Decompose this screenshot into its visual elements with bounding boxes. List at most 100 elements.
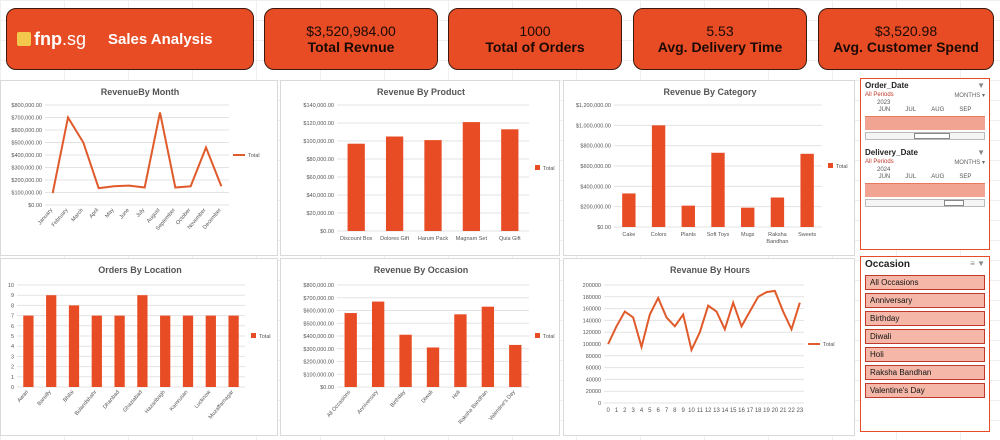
x-tick-label: 7	[665, 408, 669, 414]
chart-revenue-by-hours[interactable]: Revanue By Hours 0 20000 40000 60000 80000 100…	[563, 258, 855, 436]
chart-revenue-by-month[interactable]: RevenueBy Month $0.00 $100,000.00 $200,000.…	[0, 80, 278, 256]
y-tick-label: 140000	[583, 318, 601, 324]
x-tick-label: March	[70, 207, 84, 223]
scrollbar-thumb[interactable]	[914, 133, 950, 139]
x-tick-label: 12	[705, 408, 712, 414]
kpi-value: 1000	[519, 23, 551, 39]
multi-select-and-clear-filter-icons[interactable]: ≡ ▼	[970, 259, 985, 268]
bar	[651, 125, 666, 227]
y-tick-label: 9	[11, 293, 14, 299]
slicer-title: Occasion	[865, 259, 911, 270]
y-tick-label: 2	[11, 365, 14, 371]
chart-svg: Revenue By Category $0.00 $200,000.00 $400,…	[576, 87, 848, 245]
legend-label: Total	[836, 164, 848, 170]
clear-filter-icon[interactable]: ▼	[977, 81, 985, 90]
legend-label: Total	[543, 334, 555, 340]
x-tick-label: Dolores Gift	[380, 236, 410, 242]
legend-label: Total	[259, 334, 271, 340]
timeline-month: SEP	[959, 107, 972, 113]
chart-revenue-by-category[interactable]: Revenue By Category $0.00 $200,000.00 $400,…	[563, 80, 855, 256]
occasion-item-valentines-day[interactable]: Valentine's Day	[865, 383, 985, 398]
timeline-months: JUN JUL AUG SEP	[861, 174, 989, 180]
timeline-month: JUN	[878, 107, 891, 113]
all-periods-label[interactable]: All Periods	[865, 92, 894, 98]
y-tick-label: $100,000.00	[11, 191, 42, 197]
x-tick-label: 3	[631, 408, 635, 414]
kpi-value: $3,520.98	[874, 23, 938, 39]
chart-title: Revenue By Category	[663, 87, 756, 97]
y-tick-label: 120000	[583, 330, 601, 336]
y-tick-label: $200,000.00	[303, 360, 334, 366]
bar	[501, 129, 519, 231]
y-tick-label: 60000	[586, 366, 601, 372]
occasion-item-holi[interactable]: Holi	[865, 347, 985, 362]
occasion-item-birthday[interactable]: Birthday	[865, 311, 985, 326]
occasion-item-all[interactable]: All Occasions	[865, 275, 985, 290]
all-periods-label[interactable]: All Periods	[865, 159, 894, 165]
x-tick-label: 18	[755, 408, 762, 414]
y-tick-label: 7	[11, 314, 14, 320]
x-tick-label: 15	[730, 408, 737, 414]
timeline-selection-bar[interactable]	[865, 183, 985, 197]
period-unit-dropdown[interactable]: MONTHS ▾	[954, 93, 985, 99]
y-tick-label: $700,000.00	[303, 296, 334, 302]
chart-svg: Orders By Location 0 1 2 3 4 5 6 7 8 9 10 Awari Barei…	[8, 265, 271, 420]
bar	[462, 122, 481, 231]
order-date-slicer[interactable]: Order_Date ▼ All Periods MONTHS ▾ 2023 JUN…	[861, 79, 989, 140]
series-line	[51, 112, 223, 194]
bar	[424, 140, 442, 231]
x-tick-label: All Occasions	[326, 389, 352, 419]
x-tick-label: 23	[796, 408, 803, 414]
scrollbar-thumb[interactable]	[944, 200, 964, 206]
bar	[114, 315, 125, 387]
y-tick-label: $600,000.00	[303, 309, 334, 315]
chart-revenue-by-product[interactable]: Revenue By Product $0.00 $20,000.00 $40,000…	[280, 80, 560, 256]
logo-sg-text: .sg	[61, 28, 86, 49]
occasion-item-anniversary[interactable]: Anniversary	[865, 293, 985, 308]
y-tick-label: 5	[11, 334, 14, 340]
x-tick-label: Raksha	[768, 232, 788, 238]
slicer-title: Delivery_Date	[865, 148, 918, 157]
x-tick-label: 14	[721, 408, 728, 414]
y-tick-label: 160000	[583, 307, 601, 313]
y-tick-label: $0.00	[28, 203, 42, 209]
chart-title: Revenue By Occasion	[374, 265, 469, 275]
occasion-item-diwali[interactable]: Diwali	[865, 329, 985, 344]
period-unit-label: MONTHS	[954, 160, 981, 166]
y-tick-label: $800,000.00	[303, 283, 334, 289]
kpi-value: $3,520,984.00	[306, 23, 396, 39]
clear-filter-icon[interactable]: ▼	[977, 148, 985, 157]
bar	[711, 152, 725, 227]
legend-label: Total	[823, 342, 835, 348]
bar	[344, 313, 357, 387]
x-tick-label: 19	[763, 408, 770, 414]
bar	[182, 315, 194, 387]
timeline-scrollbar[interactable]	[865, 132, 985, 140]
chart-svg: Revenue By Product $0.00 $20,000.00 $40,000…	[303, 87, 554, 242]
legend-label: Total	[248, 153, 260, 159]
chart-revenue-by-occasion[interactable]: Revenue By Occasion $0.00 $100,000.00 $200,…	[280, 258, 560, 436]
y-tick-label: 3	[11, 354, 14, 360]
gift-box-icon	[17, 32, 31, 46]
dashboard-title: Sales Analysis	[108, 30, 213, 48]
period-unit-dropdown[interactable]: MONTHS ▾	[954, 160, 985, 166]
chart-orders-by-location[interactable]: Orders By Location 0 1 2 3 4 5 6 7 8 9 10 Awari Barei…	[0, 258, 278, 436]
delivery-date-slicer[interactable]: Delivery_Date ▼ All Periods MONTHS ▾ 2024 …	[861, 146, 989, 207]
timeline-scrollbar[interactable]	[865, 199, 985, 207]
x-tick-label: Bulandshahr	[74, 389, 99, 417]
y-tick-label: 200000	[583, 283, 601, 289]
y-tick-label: $300,000.00	[11, 166, 42, 172]
bar	[481, 306, 495, 387]
fnp-logo: fnp .sg	[17, 29, 86, 50]
y-tick-label: 40000	[586, 377, 601, 383]
y-tick-label: 1	[11, 375, 14, 381]
x-tick-label: 10	[688, 408, 695, 414]
y-tick-label: 100000	[583, 342, 601, 348]
x-tick-label: 22	[788, 408, 795, 414]
timeline-selection-bar[interactable]	[865, 116, 985, 130]
x-tick-label: 16	[738, 408, 745, 414]
kpi-label: Total of Orders	[485, 39, 585, 55]
occasion-item-raksha-bandhan[interactable]: Raksha Bandhan	[865, 365, 985, 380]
chart-title: RevenueBy Month	[101, 87, 180, 97]
x-tick-label: Bandhan	[766, 239, 788, 245]
